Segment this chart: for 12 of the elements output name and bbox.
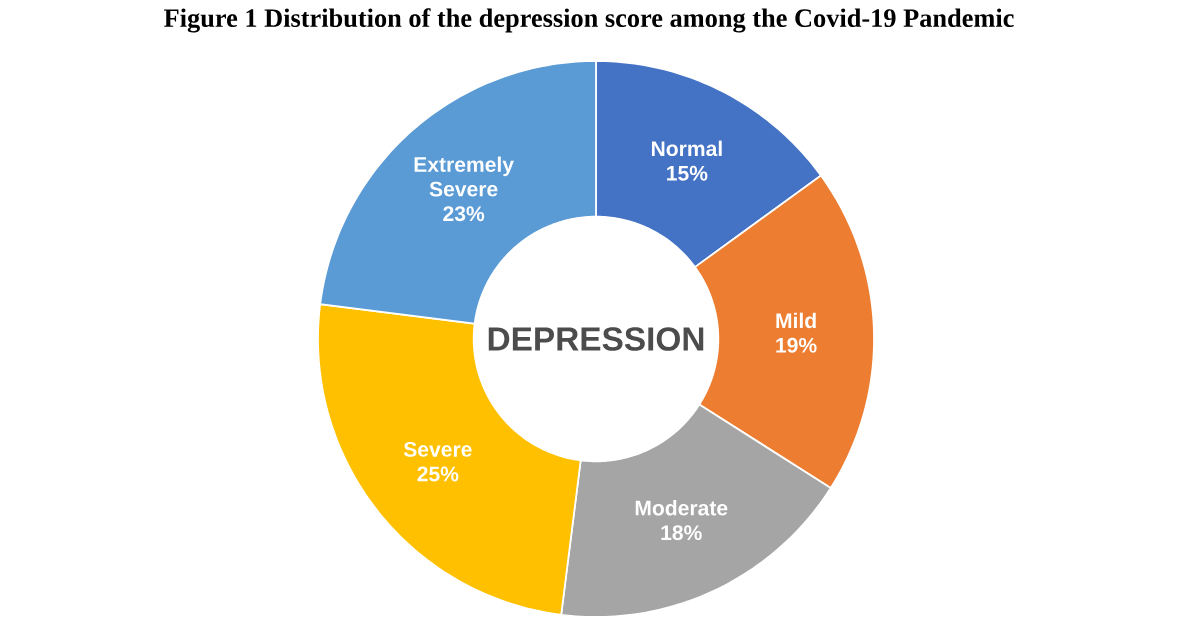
data-label: 15% — [667, 165, 708, 181]
data-label: 25% — [417, 466, 459, 482]
chart-title: Figure 1 Distribution of the depression score among the Covid-19 Pandemic — [164, 8, 1014, 33]
slice-label: Moderate — [635, 500, 728, 516]
data-label: 18% — [661, 525, 702, 541]
slice-label: Normal — [651, 140, 722, 157]
slice-label: Mild — [776, 312, 816, 329]
slice-label: Extremely Severe — [414, 156, 514, 197]
data-label: 19% — [776, 337, 817, 353]
slice-label: Severe — [403, 441, 472, 457]
text: DEPRESSION — [488, 327, 704, 351]
data-label: 23% — [443, 206, 485, 222]
